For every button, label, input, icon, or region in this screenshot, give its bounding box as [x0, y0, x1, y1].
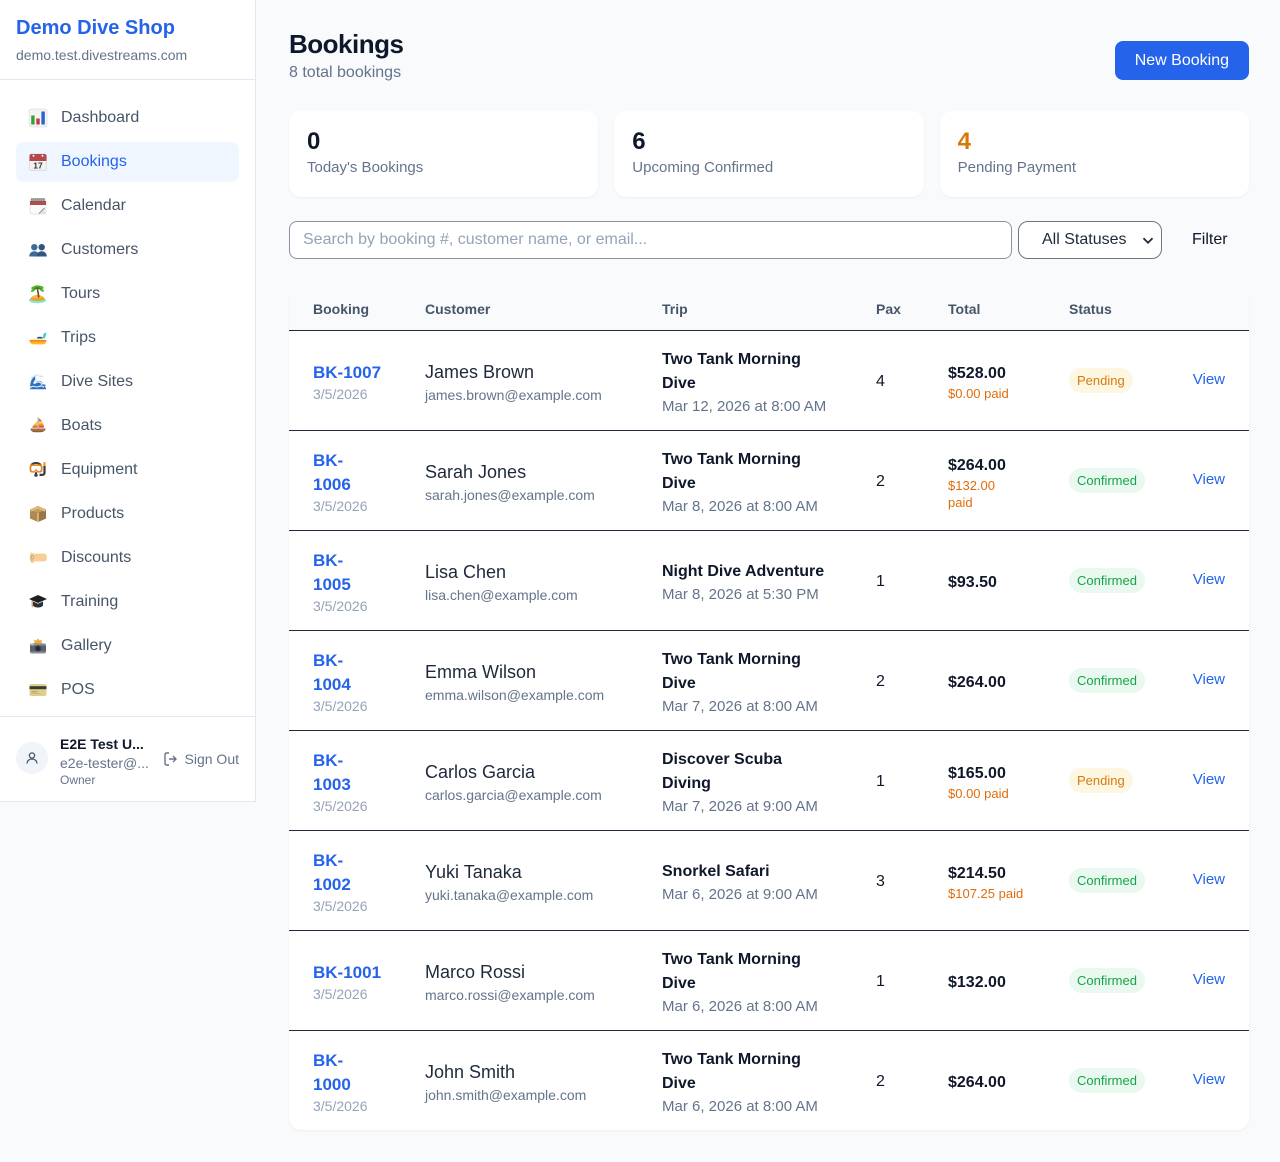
svg-text:17: 17: [33, 161, 43, 171]
